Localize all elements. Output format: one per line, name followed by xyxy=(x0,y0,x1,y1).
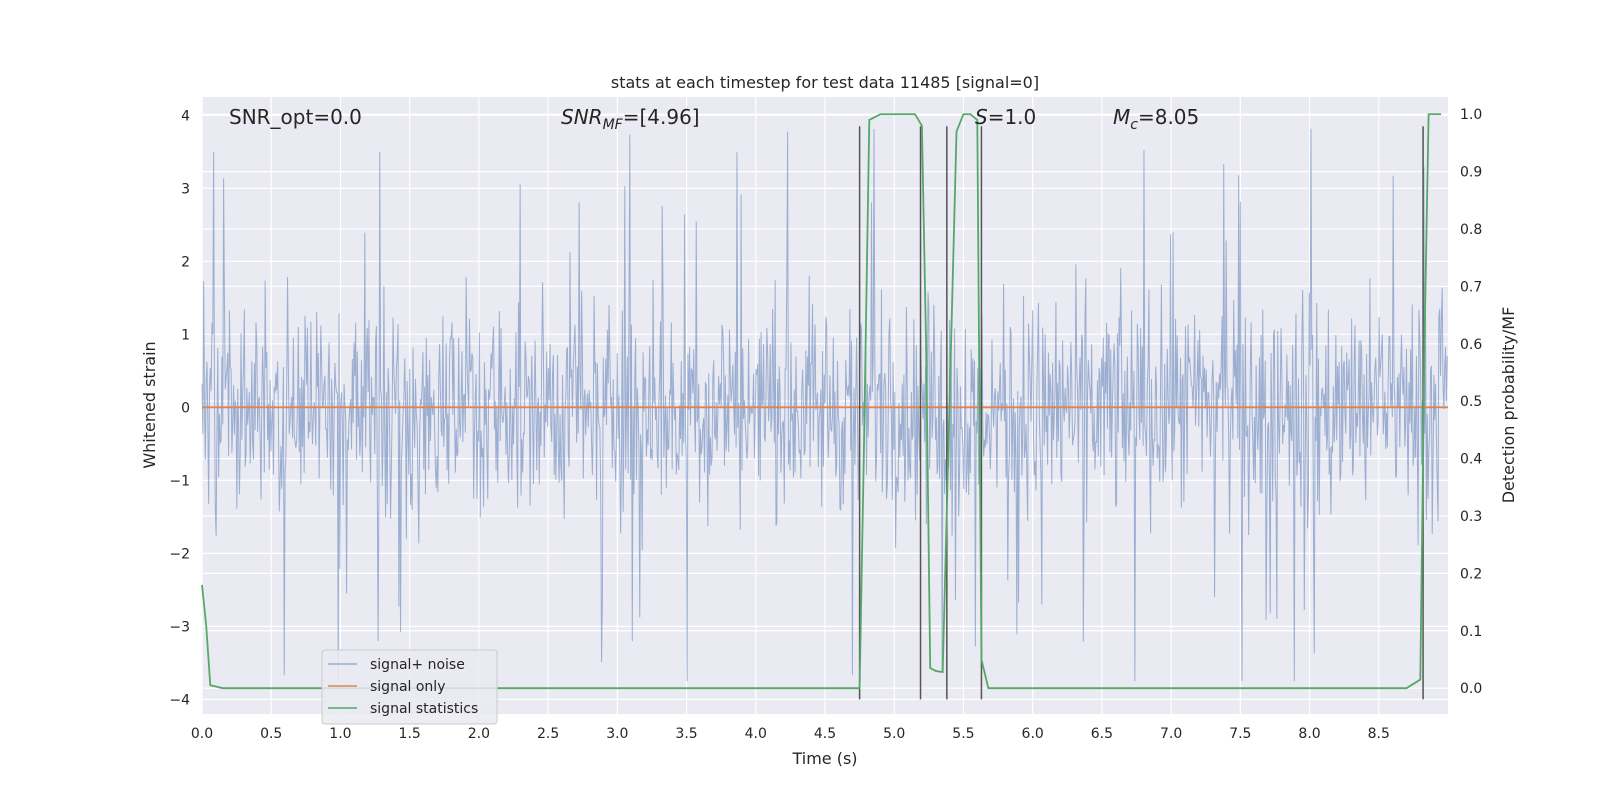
y-tick-label: −2 xyxy=(169,546,190,562)
snr-mf-value: =[4.96] xyxy=(623,105,700,129)
x-tick-label: 6.5 xyxy=(1091,726,1113,742)
snr-mf-sub: MF xyxy=(603,117,624,133)
x-tick-label: 4.0 xyxy=(745,726,767,742)
x-tick-label: 5.0 xyxy=(883,726,905,742)
y-right-tick-label: 0.6 xyxy=(1460,337,1482,353)
y-tick-label: 0 xyxy=(181,400,190,416)
y-right-tick-label: 0.7 xyxy=(1460,279,1482,295)
signal-statistics-series xyxy=(201,113,1442,690)
x-tick-label: 4.5 xyxy=(814,726,836,742)
noise-path xyxy=(201,128,1448,682)
y-right-tick-labels: 1.0 0.9 0.8 0.7 0.6 0.5 0.4 0.3 0.2 0.1 0.0 xyxy=(1460,107,1482,697)
y-tick-label: −1 xyxy=(169,473,190,489)
y-tick-label: −4 xyxy=(169,692,190,708)
y-tick-labels: 4 3 2 1 0 −1 −2 −3 −4 xyxy=(169,108,190,708)
snr-opt-annotation: SNR_opt=0.0 xyxy=(229,105,362,129)
y-right-tick-label: 0.1 xyxy=(1460,624,1482,640)
x-tick-label: 0.0 xyxy=(191,726,213,742)
x-tick-label: 7.5 xyxy=(1229,726,1251,742)
x-tick-labels: 0.0 0.5 1.0 1.5 2.0 2.5 3.0 3.5 4.0 4.5 5.0 5.5 6.0 6… xyxy=(191,726,1390,742)
x-tick-label: 2.0 xyxy=(468,726,490,742)
s-annotation: S=1.0 xyxy=(975,105,1036,129)
y-right-tick-label: 0.3 xyxy=(1460,509,1482,525)
y-right-tick-label: 1.0 xyxy=(1460,107,1482,123)
y-tick-label: 2 xyxy=(181,254,190,270)
y-right-tick-label: 0.4 xyxy=(1460,452,1482,468)
grid-lines xyxy=(201,97,1448,714)
x-tick-label: 7.0 xyxy=(1160,726,1182,742)
x-tick-label: 6.0 xyxy=(1022,726,1044,742)
mc-main: M xyxy=(1113,105,1130,129)
x-tick-label: 1.0 xyxy=(329,726,351,742)
x-tick-label: 5.5 xyxy=(952,726,974,742)
x-tick-label: 1.5 xyxy=(399,726,421,742)
y-right-tick-label: 0.9 xyxy=(1460,165,1482,181)
y-axis-label: Whitened strain xyxy=(140,341,159,468)
x-axis-label: Time (s) xyxy=(791,749,857,768)
signal-noise-series xyxy=(201,128,1448,682)
mc-sub: c xyxy=(1130,117,1138,133)
snr-mf-main: SNR xyxy=(561,105,603,129)
x-tick-label: 3.0 xyxy=(606,726,628,742)
s-main: S xyxy=(975,105,988,129)
y-right-tick-label: 0.0 xyxy=(1460,681,1482,697)
y-right-tick-label: 0.8 xyxy=(1460,222,1482,238)
y-right-axis-label: Detection probability/MF xyxy=(1499,307,1518,504)
y-right-tick-label: 0.5 xyxy=(1460,394,1482,410)
x-tick-label: 0.5 xyxy=(260,726,282,742)
y-right-tick-label: 0.2 xyxy=(1460,566,1482,582)
signal-statistics-line xyxy=(201,113,1442,690)
y-tick-label: 3 xyxy=(181,181,190,197)
legend-label-signal-statistics: signal statistics xyxy=(370,701,478,717)
s-value: =1.0 xyxy=(988,105,1037,129)
x-tick-label: 8.0 xyxy=(1298,726,1320,742)
legend-box xyxy=(321,649,498,725)
y-tick-label: −3 xyxy=(169,619,190,635)
legend-label-signal-only: signal only xyxy=(370,679,445,695)
y-tick-label: 4 xyxy=(181,108,190,124)
legend: signal+ noise signal only signal statist… xyxy=(321,649,498,725)
mc-value: =8.05 xyxy=(1138,105,1199,129)
x-tick-label: 3.5 xyxy=(675,726,697,742)
snr-mf-annotation: SNRMF=[4.96] xyxy=(561,105,700,133)
legend-label-signal-noise: signal+ noise xyxy=(370,657,465,673)
x-tick-label: 8.5 xyxy=(1368,726,1390,742)
chart-title: stats at each timestep for test data 114… xyxy=(611,73,1039,92)
x-tick-label: 2.5 xyxy=(537,726,559,742)
mc-annotation: Mc=8.05 xyxy=(1113,105,1199,133)
y-tick-label: 1 xyxy=(181,327,190,343)
